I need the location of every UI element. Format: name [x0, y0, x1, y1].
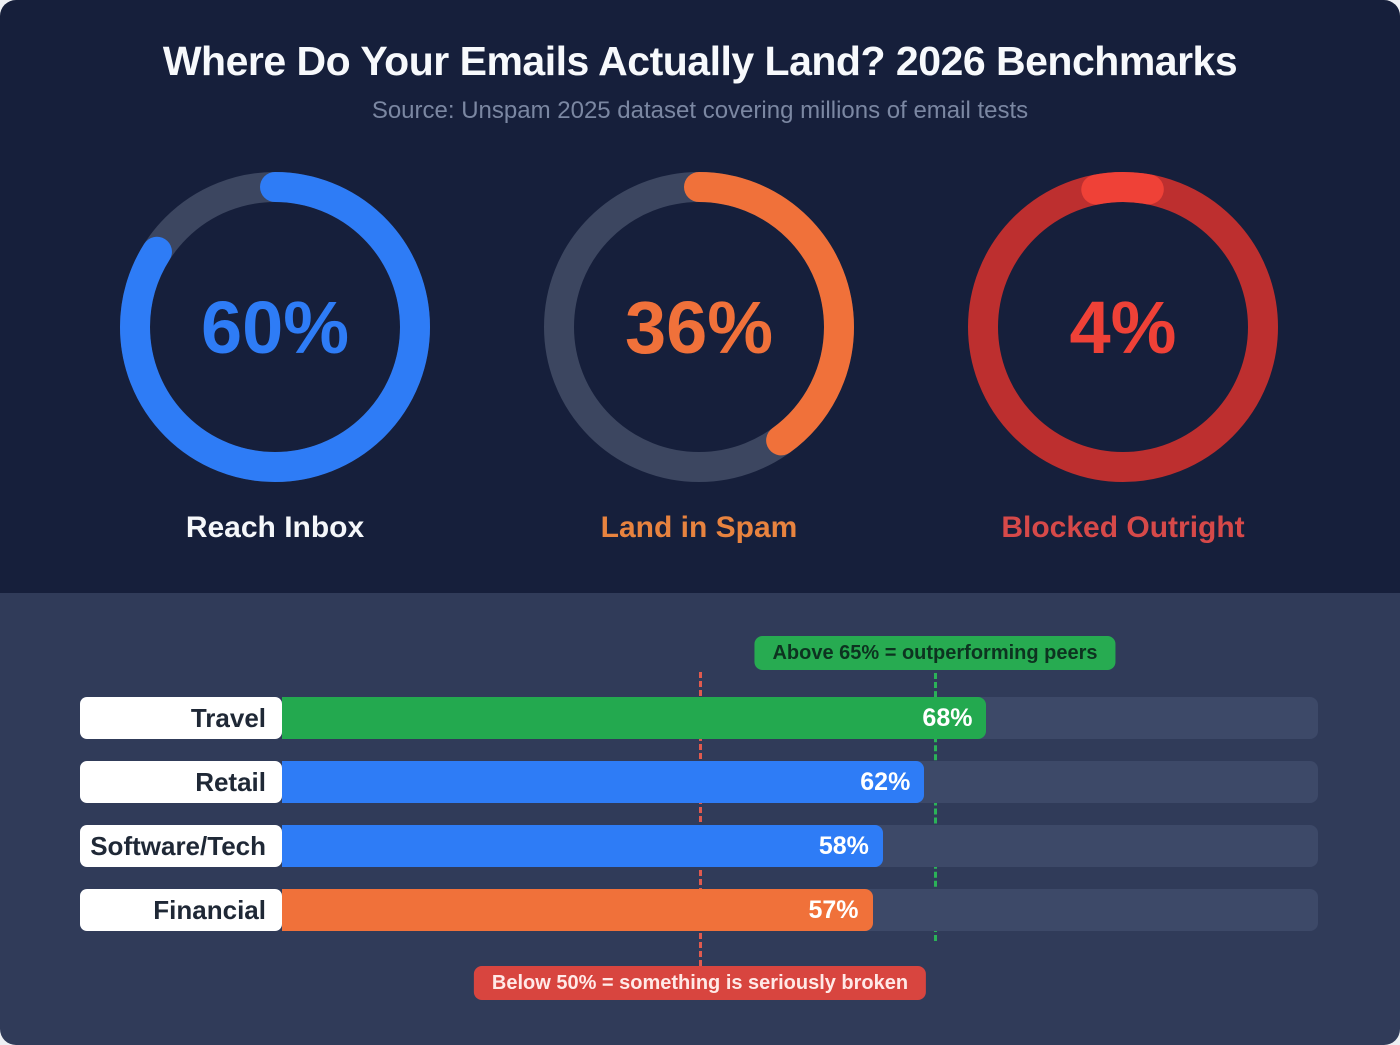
bar-label: Retail: [80, 761, 282, 803]
below-threshold-badge: Below 50% = something is seriously broke…: [473, 966, 927, 1000]
ring-progress: [544, 172, 854, 482]
donut-ring: 36%: [539, 167, 859, 487]
donut-value: 60%: [200, 285, 350, 369]
donut-reach-inbox: 60% Reach Inbox: [115, 167, 435, 545]
ring-progress: [968, 172, 1278, 482]
bar-row-retail: Retail 62%: [80, 761, 1318, 803]
donut-ring-svg: [968, 172, 1278, 482]
ring-progress: [120, 172, 430, 482]
bar-label: Travel: [80, 697, 282, 739]
threshold-line-50: [699, 672, 702, 966]
donut-section: Where Do Your Emails Actually Land? 2026…: [0, 0, 1400, 593]
bar-label: Financial: [80, 889, 282, 931]
above-threshold-badge: Above 65% = outperforming peers: [754, 636, 1116, 670]
donut-label: Land in Spam: [600, 511, 798, 544]
donut-ring-svg: [544, 172, 854, 482]
bar-row-financial: Financial 57%: [80, 889, 1318, 931]
bar-fill: 58%: [282, 825, 883, 867]
donut-row: 60% Reach Inbox 36% Land in Spam: [0, 167, 1400, 545]
bar-value: 62%: [860, 767, 911, 796]
bar-label: Software/Tech: [80, 825, 282, 867]
bar-value: 58%: [818, 831, 869, 860]
bar-chart: Travel 68% Retail 62% Software/Tech: [80, 697, 1318, 953]
bar-track: 68%: [282, 697, 1318, 739]
donut-value: 4%: [1069, 285, 1177, 369]
bar-value: 57%: [808, 895, 859, 924]
donut-land-in-spam: 36% Land in Spam: [539, 167, 859, 545]
bar-chart-section: Above 65% = outperforming peers Below 50…: [0, 593, 1400, 1045]
page-title: Where Do Your Emails Actually Land? 2026…: [162, 38, 1238, 84]
bar-fill: 57%: [282, 889, 873, 931]
bar-fill: 62%: [282, 761, 925, 803]
donut-ring: 4%: [963, 167, 1283, 487]
bar-fill: 68%: [282, 697, 987, 739]
donut-ring: 60%: [115, 167, 435, 487]
donut-label: Blocked Outright: [1001, 511, 1245, 544]
threshold-line-65: [934, 673, 937, 941]
bar-track: 57%: [282, 889, 1318, 931]
donut-ring-svg: [120, 172, 430, 482]
bar-value: 68%: [922, 703, 973, 732]
bar-row-software-tech: Software/Tech 58%: [80, 825, 1318, 867]
page-subtitle: Source: Unspam 2025 dataset covering mil…: [371, 97, 1029, 124]
bar-track: 62%: [282, 761, 1318, 803]
bar-row-travel: Travel 68%: [80, 697, 1318, 739]
donut-label: Reach Inbox: [185, 511, 365, 544]
bar-track: 58%: [282, 825, 1318, 867]
donut-value: 36%: [624, 285, 774, 369]
donut-blocked-outright: 4% Blocked Outright: [963, 167, 1283, 545]
